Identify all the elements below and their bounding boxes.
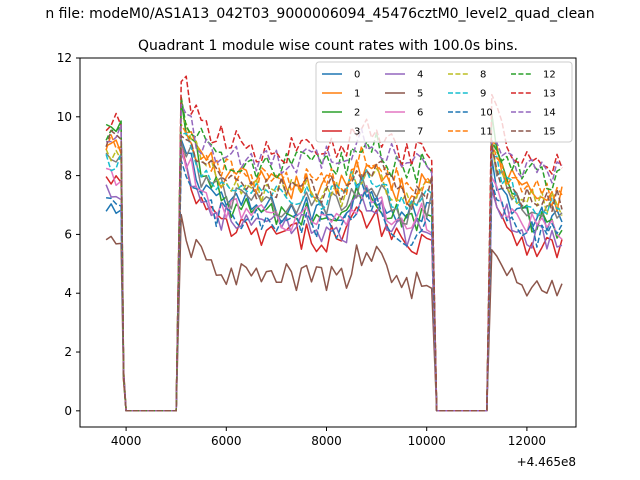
figure-suptitle: n file: modeM0/AS1A13_042T03_9000006094_…	[45, 6, 594, 22]
x-tick-label: 12000	[508, 434, 546, 448]
y-tick-label: 2	[64, 345, 72, 359]
series-line-1	[105, 96, 563, 412]
legend-label-0: 0	[354, 70, 360, 81]
y-tick-label: 12	[57, 51, 72, 65]
legend-label-8: 8	[480, 70, 486, 81]
x-tick-label: 4000	[111, 434, 142, 448]
x-tick-label: 8000	[311, 434, 342, 448]
legend-box	[315, 61, 573, 143]
axes-frame	[79, 57, 577, 428]
legend-label-11: 11	[480, 127, 493, 138]
series-line-5	[105, 213, 563, 412]
series-line-15	[105, 130, 563, 412]
legend-label-13: 13	[543, 89, 556, 100]
y-tick-label: 0	[64, 404, 72, 418]
series-line-8	[105, 117, 563, 412]
legend-label-2: 2	[354, 108, 360, 119]
legend-label-9: 9	[480, 89, 486, 100]
legend-label-15: 15	[543, 127, 556, 138]
legend-label-10: 10	[480, 108, 493, 119]
legend-label-12: 12	[543, 70, 556, 81]
series-line-12	[105, 96, 563, 412]
y-tick-label: 10	[57, 110, 72, 124]
legend-label-5: 5	[417, 89, 423, 100]
y-tick-label: 8	[64, 169, 72, 183]
chart-title: Quadrant 1 module wise count rates with …	[138, 38, 518, 54]
y-tick-label: 6	[64, 227, 72, 241]
legend-label-7: 7	[417, 127, 423, 138]
legend-label-4: 4	[417, 70, 423, 81]
x-tick-label: 6000	[211, 434, 242, 448]
x-tick-label: 10000	[408, 434, 446, 448]
legend-label-3: 3	[354, 127, 360, 138]
legend-label-1: 1	[354, 89, 360, 100]
x-axis-offset-label: +4.465e8	[517, 455, 576, 469]
y-axis-ticks: 0 2 4 6 8 10 12	[57, 51, 80, 418]
x-axis-ticks: 4000 6000 8000 10000 12000	[111, 427, 546, 448]
y-tick-label: 4	[64, 286, 72, 300]
legend-label-14: 14	[543, 108, 556, 119]
legend-label-6: 6	[417, 108, 423, 119]
